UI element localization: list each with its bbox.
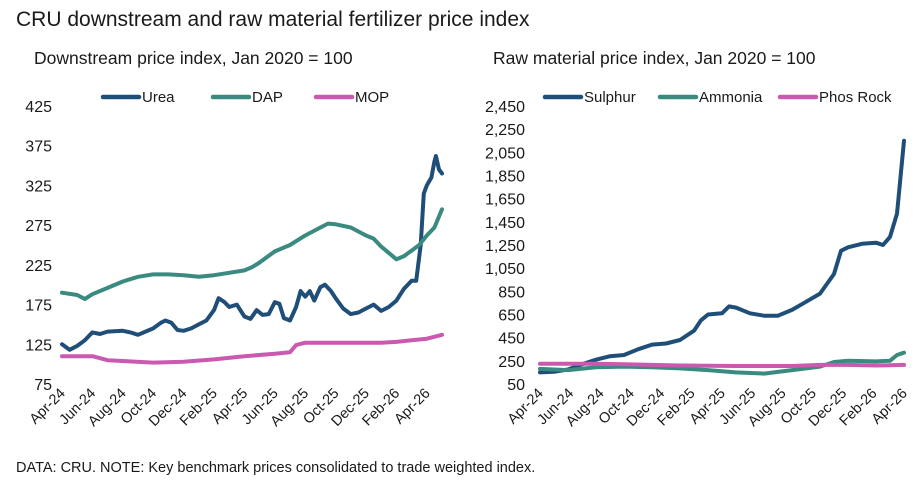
left-y-tick-label: 75 [34,377,52,394]
right-y-tick-label: 1,050 [485,261,525,278]
right-series-line-phos-rock [538,361,906,368]
right-y-tick-label: 650 [498,308,525,325]
right-y-tick-label: 1,650 [485,192,525,209]
left-legend-label-dap: DAP [252,89,283,106]
footnote: DATA: CRU. NOTE: Key benchmark prices co… [16,460,536,476]
right-y-tick-label: 2,450 [485,99,525,116]
left-y-tick-label: 425 [25,99,52,116]
left-y-tick-label: 375 [25,139,52,156]
main-title: CRU downstream and raw material fertiliz… [16,8,530,31]
right-y-tick-label: 50 [507,377,525,394]
right-y-tick-label: 1,850 [485,169,525,186]
right-y-tick-label: 450 [498,331,525,348]
left-series-line-urea [60,154,444,352]
right-y-tick-label: 2,050 [485,145,525,162]
left-y-tick-label: 275 [25,218,52,235]
right-y-tick-label: 850 [498,284,525,301]
right-legend-label-ammonia: Ammonia [699,89,763,106]
right-y-tick-label: 2,250 [485,122,525,139]
right-y-tick-label: 1,250 [485,238,525,255]
right-series-line-sulphur [538,138,906,375]
left-y-tick-label: 125 [25,337,52,354]
right-chart-subtitle: Raw material price index, Jan 2020 = 100 [493,48,816,68]
left-y-tick-label: 325 [25,178,52,195]
left-y-tick-label: 225 [25,258,52,275]
left-series-line-dap [60,207,444,301]
left-legend-label-mop: MOP [355,89,389,106]
right-legend-label-sulphur: Sulphur [584,89,636,106]
right-series-line-ammonia [538,350,906,376]
left-y-tick-label: 175 [25,298,52,315]
left-chart-subtitle: Downstream price index, Jan 2020 = 100 [34,48,353,68]
right-y-tick-label: 250 [498,354,525,371]
right-legend-label-phos-rock: Phos Rock [819,89,892,106]
right-y-tick-label: 1,450 [485,215,525,232]
left-legend-label-urea: Urea [142,89,175,106]
left-series-line-mop [60,332,444,365]
